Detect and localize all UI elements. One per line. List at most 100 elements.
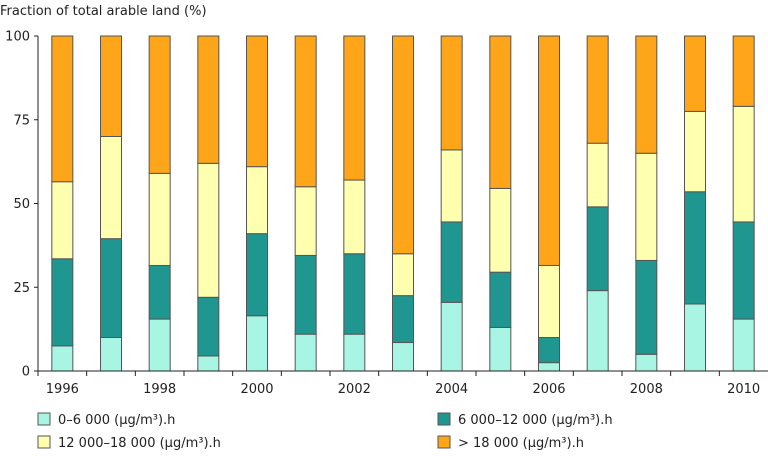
y-tick-label-100: 100 bbox=[5, 30, 30, 45]
bar-2003-series-1 bbox=[392, 342, 414, 372]
bar-1999-series-2 bbox=[197, 296, 220, 357]
y-tick-label-0: 0 bbox=[22, 365, 30, 380]
bar-2002-series-2 bbox=[343, 253, 366, 335]
x-tick-label-2002: 2002 bbox=[338, 382, 371, 397]
bar-2000-series-1 bbox=[246, 315, 268, 372]
legend-label-4: > 18 000 (µg/m³).h bbox=[458, 436, 584, 451]
bar-2001-series-3 bbox=[294, 186, 317, 256]
bar-2008-series-3 bbox=[635, 152, 658, 261]
y-tick-label-50: 50 bbox=[13, 197, 30, 212]
bar-group-2008 bbox=[635, 35, 658, 372]
bar-2004-series-3 bbox=[440, 149, 463, 223]
legend-label-3: 12 000–18 000 (µg/m³).h bbox=[58, 436, 221, 451]
bar-2009-series-4 bbox=[684, 35, 706, 112]
bar-1999-series-1 bbox=[197, 355, 220, 372]
bar-1997-series-3 bbox=[100, 136, 122, 240]
bar-2002-series-1 bbox=[343, 333, 366, 372]
bar-1998-series-1 bbox=[148, 318, 171, 372]
bar-2007-series-4 bbox=[586, 35, 609, 144]
chart-title: Fraction of total arable land (%) bbox=[0, 4, 207, 19]
bar-2009-series-1 bbox=[684, 303, 706, 372]
x-tick-label-2010: 2010 bbox=[727, 382, 760, 397]
bar-group-2004 bbox=[440, 35, 463, 372]
bar-2006-series-3 bbox=[538, 264, 560, 339]
legend-swatch-2 bbox=[437, 412, 451, 426]
bar-group-1998 bbox=[148, 35, 171, 372]
bar-group-2001 bbox=[294, 35, 317, 372]
y-tick-label-75: 75 bbox=[13, 113, 30, 128]
bar-1998-series-4 bbox=[148, 35, 171, 174]
y-ticks: 0 25 50 75 100 bbox=[5, 30, 38, 380]
bar-group-2009 bbox=[684, 35, 706, 372]
bar-2006-series-1 bbox=[538, 362, 560, 372]
legend-item-1: 0–6 000 (µg/m³).h bbox=[37, 412, 175, 428]
bar-group-2006 bbox=[538, 35, 560, 372]
bar-group-2010 bbox=[732, 35, 755, 372]
bar-2000-series-2 bbox=[246, 233, 268, 317]
bar-1996-series-4 bbox=[51, 35, 74, 183]
bar-group-2003 bbox=[392, 35, 414, 372]
bar-group-1999 bbox=[197, 35, 220, 372]
legend-label-1: 0–6 000 (µg/m³).h bbox=[58, 413, 175, 428]
bar-group-2002 bbox=[343, 35, 366, 372]
bar-2005-series-2 bbox=[489, 271, 512, 328]
bar-2007-series-1 bbox=[586, 290, 609, 372]
bar-2007-series-3 bbox=[586, 142, 609, 208]
bar-group-2000 bbox=[246, 35, 268, 372]
bar-2004-series-1 bbox=[440, 301, 463, 372]
x-tick-label-2006: 2006 bbox=[532, 382, 565, 397]
bar-1999-series-4 bbox=[197, 35, 220, 164]
y-tick-label-25: 25 bbox=[13, 281, 30, 296]
bar-2003-series-4 bbox=[392, 35, 414, 255]
bar-1997-series-4 bbox=[100, 35, 122, 137]
bar-1996-series-3 bbox=[51, 181, 74, 260]
bar-2000-series-3 bbox=[246, 166, 268, 235]
bars bbox=[51, 35, 755, 372]
bar-2001-series-1 bbox=[294, 333, 317, 372]
bar-2004-series-2 bbox=[440, 221, 463, 303]
bar-2002-series-4 bbox=[343, 35, 366, 181]
bar-2006-series-4 bbox=[538, 35, 560, 266]
legend-swatch-4 bbox=[437, 435, 451, 449]
bar-2008-series-2 bbox=[635, 259, 658, 355]
x-tick-label-1998: 1998 bbox=[143, 382, 176, 397]
bar-2008-series-1 bbox=[635, 353, 658, 372]
legend: 0–6 000 (µg/m³).h 6 000–12 000 (µg/m³).h 1… bbox=[37, 412, 613, 451]
bar-1999-series-3 bbox=[197, 162, 220, 298]
legend-label-2: 6 000–12 000 (µg/m³).h bbox=[458, 413, 613, 428]
x-ticks: 1996 1998 2000 2002 2004 2006 2008 2010 bbox=[37, 371, 760, 397]
bar-2008-series-4 bbox=[635, 35, 658, 154]
bar-2003-series-2 bbox=[392, 295, 414, 344]
bar-group-1996 bbox=[51, 35, 74, 372]
legend-swatch-1 bbox=[37, 412, 51, 426]
bar-2000-series-4 bbox=[246, 35, 268, 168]
bar-2001-series-4 bbox=[294, 35, 317, 188]
bar-2010-series-3 bbox=[732, 105, 755, 223]
bar-group-2005 bbox=[489, 35, 512, 372]
legend-item-2: 6 000–12 000 (µg/m³).h bbox=[437, 412, 613, 428]
x-tick-label-2008: 2008 bbox=[630, 382, 663, 397]
x-tick-label-2000: 2000 bbox=[240, 382, 273, 397]
legend-item-3: 12 000–18 000 (µg/m³).h bbox=[37, 435, 221, 451]
bar-1997-series-2 bbox=[100, 238, 122, 338]
bar-1998-series-3 bbox=[148, 172, 171, 266]
bar-2007-series-2 bbox=[586, 206, 609, 292]
bar-2004-series-4 bbox=[440, 35, 463, 151]
x-tick-label-2004: 2004 bbox=[435, 382, 468, 397]
bar-2005-series-1 bbox=[489, 326, 512, 372]
legend-item-4: > 18 000 (µg/m³).h bbox=[437, 435, 584, 451]
bar-group-2007 bbox=[586, 35, 609, 372]
bar-2010-series-4 bbox=[732, 35, 755, 107]
bar-2005-series-3 bbox=[489, 187, 512, 273]
legend-swatch-3 bbox=[37, 435, 51, 449]
bar-1996-series-2 bbox=[51, 258, 74, 347]
bar-2010-series-1 bbox=[732, 318, 755, 372]
bar-2010-series-2 bbox=[732, 221, 755, 320]
bar-2006-series-2 bbox=[538, 337, 560, 364]
bar-2001-series-2 bbox=[294, 254, 317, 335]
bar-2009-series-3 bbox=[684, 110, 706, 193]
bar-2005-series-4 bbox=[489, 35, 512, 189]
x-tick-label-1996: 1996 bbox=[46, 382, 79, 397]
bar-group-1997 bbox=[100, 35, 122, 372]
